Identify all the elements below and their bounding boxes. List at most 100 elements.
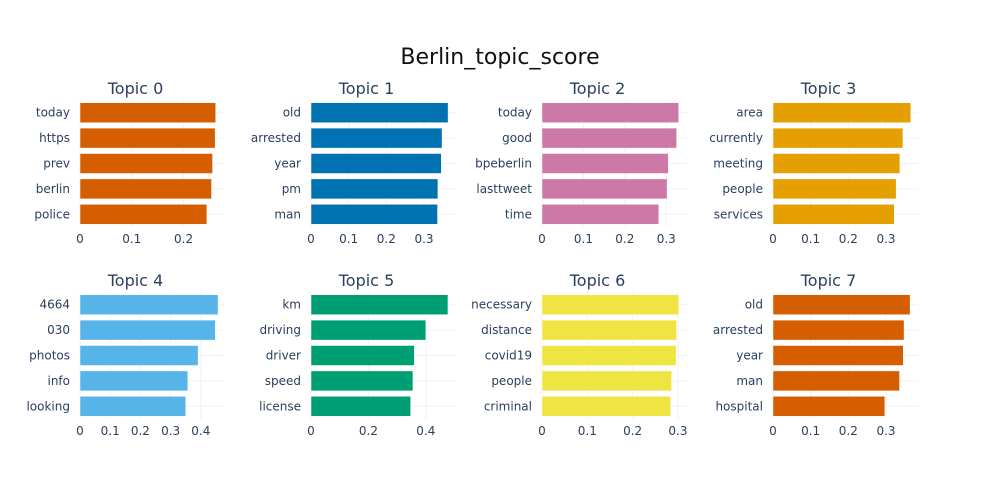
category-label: old: [283, 106, 301, 120]
category-label: bpeberlin: [475, 157, 532, 171]
bar: [79, 294, 219, 315]
x-tick-label: 0.1: [801, 232, 820, 246]
bar: [541, 370, 672, 392]
bar: [310, 204, 438, 225]
x-tick-label: 0.3: [668, 424, 687, 438]
x-tick-label: 0: [538, 232, 546, 246]
bar: [79, 396, 186, 417]
subplot-title: Topic 3: [800, 79, 857, 98]
x-tick-label: 0: [76, 232, 84, 246]
category-label: necessary: [471, 298, 532, 312]
subplot-title: Topic 7: [800, 271, 857, 290]
x-tick-label: 0.3: [876, 232, 895, 246]
x-tick-label: 0: [538, 424, 546, 438]
x-tick-label: 0: [307, 424, 315, 438]
bar: [79, 370, 189, 392]
category-label: photos: [29, 349, 70, 363]
category-label: year: [736, 349, 763, 363]
category-label: speed: [265, 374, 301, 388]
category-label: info: [47, 374, 70, 388]
x-tick-label: 0.2: [615, 232, 634, 246]
bar: [310, 319, 427, 341]
x-tick-label: 0: [769, 424, 777, 438]
chart-title: Berlin_topic_score: [400, 45, 599, 70]
category-label: https: [39, 131, 70, 145]
category-label: driver: [266, 349, 301, 363]
subplot-title: Topic 2: [569, 79, 626, 98]
x-tick-label: 0: [76, 424, 84, 438]
x-tick-label: 0.1: [339, 232, 358, 246]
bar: [310, 396, 411, 417]
category-label: license: [259, 399, 301, 413]
category-label: people: [491, 374, 532, 388]
x-tick-label: 0.2: [839, 424, 858, 438]
x-tick-label: 0.3: [161, 424, 180, 438]
bar: [541, 178, 668, 200]
category-label: 030: [47, 323, 70, 337]
x-tick-label: 0.3: [414, 232, 433, 246]
category-label: arrested: [251, 131, 301, 145]
bar: [772, 345, 904, 366]
x-tick-label: 0.2: [359, 424, 378, 438]
bar: [79, 127, 216, 149]
bar: [772, 204, 895, 225]
x-tick-label: 0.2: [623, 424, 642, 438]
x-tick-label: 0.1: [801, 424, 820, 438]
x-tick-label: 0.3: [876, 424, 895, 438]
x-tick-label: 0.2: [377, 232, 396, 246]
category-label: criminal: [484, 399, 532, 413]
bar: [79, 153, 213, 174]
bar: [541, 294, 680, 315]
bar: [772, 294, 911, 315]
bar: [772, 319, 905, 341]
x-tick-label: 0.4: [191, 424, 210, 438]
bar: [310, 102, 449, 123]
category-label: people: [722, 182, 763, 196]
category-label: today: [498, 106, 532, 120]
bar: [772, 102, 912, 123]
category-label: year: [274, 157, 301, 171]
x-tick-label: 0.2: [131, 424, 150, 438]
bar: [79, 204, 208, 225]
category-label: looking: [26, 399, 70, 413]
bar: [310, 294, 449, 315]
bar: [310, 127, 443, 149]
bar: [772, 127, 904, 149]
category-label: arrested: [713, 323, 763, 337]
x-tick-label: 0.4: [416, 424, 435, 438]
category-label: services: [714, 207, 763, 221]
category-label: police: [34, 207, 70, 221]
bar: [541, 127, 677, 149]
category-label: driving: [259, 323, 301, 337]
category-label: distance: [481, 323, 532, 337]
category-label: prev: [43, 157, 70, 171]
subplot-title: Topic 1: [338, 79, 395, 98]
bar: [79, 102, 216, 123]
bar: [79, 345, 199, 366]
x-tick-label: 0.3: [657, 232, 676, 246]
category-label: good: [502, 131, 532, 145]
bar: [541, 102, 679, 123]
x-tick-label: 0.1: [574, 232, 593, 246]
subplot-title: Topic 6: [569, 271, 626, 290]
bar: [772, 178, 897, 200]
category-label: berlin: [36, 182, 70, 196]
bar: [772, 396, 886, 417]
bar: [79, 178, 212, 200]
category-label: area: [736, 106, 763, 120]
bar: [772, 153, 901, 174]
category-label: hospital: [715, 399, 763, 413]
category-label: time: [505, 207, 532, 221]
bar: [310, 153, 442, 174]
category-label: meeting: [713, 157, 763, 171]
category-label: old: [745, 298, 763, 312]
bar: [772, 370, 900, 392]
bar: [541, 345, 677, 366]
category-label: covid19: [485, 349, 532, 363]
category-label: pm: [282, 182, 301, 196]
bar: [310, 345, 415, 366]
bar: [541, 396, 671, 417]
x-tick-label: 0.2: [839, 232, 858, 246]
